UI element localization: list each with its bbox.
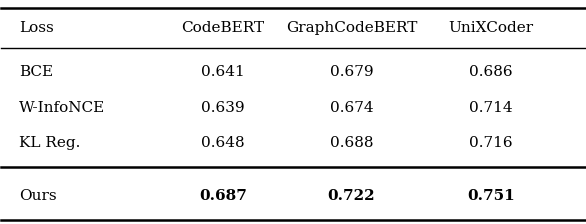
Text: 0.722: 0.722 xyxy=(328,189,375,203)
Text: 0.679: 0.679 xyxy=(329,65,373,79)
Text: 0.641: 0.641 xyxy=(201,65,245,79)
Text: Ours: Ours xyxy=(19,189,56,203)
Text: 0.648: 0.648 xyxy=(201,136,245,150)
Text: 0.751: 0.751 xyxy=(468,189,515,203)
Text: 0.639: 0.639 xyxy=(201,101,245,114)
Text: CodeBERT: CodeBERT xyxy=(182,21,264,35)
Text: KL Reg.: KL Reg. xyxy=(19,136,80,150)
Text: 0.688: 0.688 xyxy=(329,136,373,150)
Text: W-InfoNCE: W-InfoNCE xyxy=(19,101,105,114)
Text: 0.687: 0.687 xyxy=(199,189,247,203)
Text: 0.716: 0.716 xyxy=(469,136,513,150)
Text: UniXCoder: UniXCoder xyxy=(449,21,534,35)
Text: 0.714: 0.714 xyxy=(469,101,513,114)
Text: Loss: Loss xyxy=(19,21,54,35)
Text: 0.686: 0.686 xyxy=(469,65,513,79)
Text: GraphCodeBERT: GraphCodeBERT xyxy=(285,21,417,35)
Text: BCE: BCE xyxy=(19,65,53,79)
Text: 0.674: 0.674 xyxy=(329,101,373,114)
